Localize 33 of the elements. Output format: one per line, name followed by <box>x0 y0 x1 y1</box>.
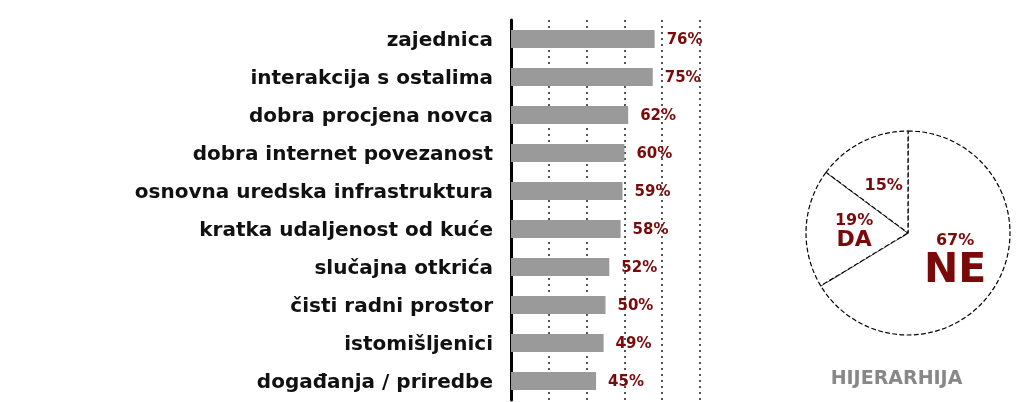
data-label: 76% <box>666 30 703 48</box>
bar <box>511 296 606 314</box>
y-tick-label: dobra internet povezanost <box>192 141 494 165</box>
data-label: 75% <box>664 68 701 86</box>
bar <box>511 182 623 200</box>
data-label: 67% <box>935 229 975 249</box>
y-tick-label: slučajna otkrića <box>314 255 493 279</box>
bar <box>511 220 621 238</box>
bar <box>511 334 604 352</box>
bar <box>511 144 625 162</box>
bar <box>511 106 629 124</box>
y-tick-label: kratka udaljenost od kuće <box>199 217 493 241</box>
data-label: 49% <box>615 334 652 352</box>
y-tick-label: dobra procjena novca <box>249 103 493 127</box>
data-label: 59% <box>634 182 671 200</box>
data-label: 60% <box>636 144 673 162</box>
data-label: 62% <box>640 106 677 124</box>
data-label: 50% <box>617 296 654 314</box>
text: HIJERARHIJA <box>830 365 963 388</box>
bar <box>511 30 655 48</box>
data-label: 15% <box>864 175 903 195</box>
y-tick-label: čisti radni prostor <box>290 293 494 317</box>
y-tick-label: istomišljenici <box>344 331 493 355</box>
y-tick-label: interakcija s ostalima <box>250 65 493 89</box>
data-label: 45% <box>608 372 644 390</box>
y-tick-label: događanja / priredbe <box>256 369 493 393</box>
data-label: 52% <box>621 258 658 276</box>
bar <box>511 258 610 276</box>
data-label: 58% <box>632 220 669 238</box>
bar <box>511 372 597 390</box>
y-tick-label: zajednica <box>386 27 493 51</box>
bar <box>511 68 653 86</box>
y-tick-label: osnovna uredska infrastruktura <box>134 179 493 203</box>
